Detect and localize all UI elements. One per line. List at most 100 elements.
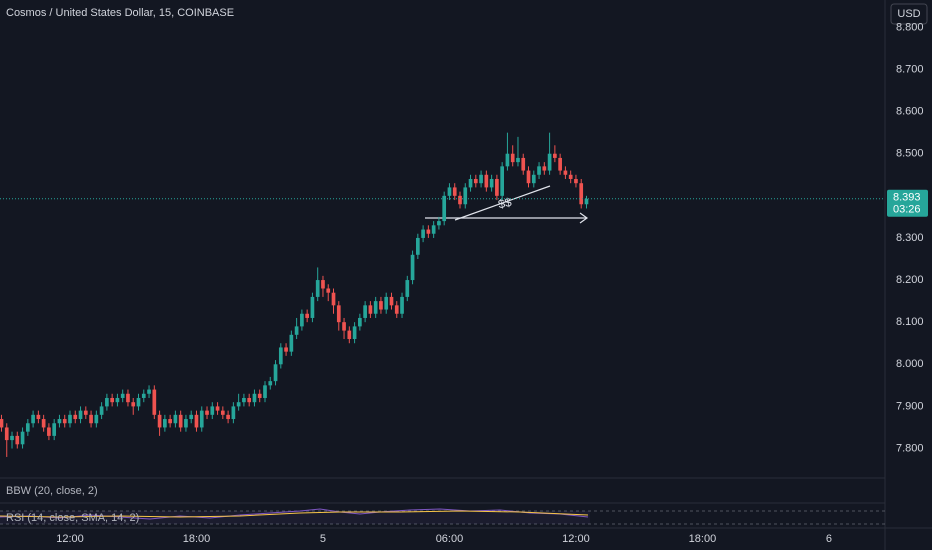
candle-body [226,414,230,420]
candle-body [168,419,172,424]
x-tick-label: 06:00 [436,533,464,545]
candle-body [394,305,399,314]
candle-body [468,178,473,188]
candle-body [437,221,441,226]
candle-body [495,178,499,196]
candle-body [473,178,478,184]
candle-body [73,414,78,420]
currency-button[interactable] [890,3,928,25]
candle-body [199,410,204,428]
candle-body [126,393,130,403]
candle-body [305,313,310,318]
candle-body [431,225,436,234]
candle-body [68,414,72,424]
candle-body [489,178,494,188]
candle-body [131,402,136,407]
candle-body [247,397,252,403]
x-tick-label: 6 [826,533,832,545]
candle-body [263,385,267,398]
x-tick-label: 18:00 [183,533,211,545]
candle-body [537,166,541,175]
candle-body [157,414,162,428]
candle-body [510,153,515,163]
candle-body [163,419,167,428]
candle-body [62,419,67,424]
candle-body [284,347,288,352]
y-tick-label: 7.900 [896,400,924,412]
y-tick-label: 8.600 [896,106,924,118]
candle-body [231,406,236,420]
candle-body [336,305,341,323]
y-tick-label: 8.500 [896,148,924,160]
candle-body [110,397,114,403]
candle-body [52,423,57,436]
candle-body [0,419,4,428]
candle-body [152,389,157,415]
price-label: 8.393 [893,192,921,204]
candle-body [20,431,25,445]
candle-body [531,174,536,184]
candle-body [379,301,383,310]
candle-body [526,170,531,184]
rsi-fill [0,511,590,524]
candle-body [373,301,378,314]
candle-body [342,322,346,331]
candle-body [500,166,505,196]
candle-body [273,364,278,382]
candle-body [294,326,299,335]
candle-body [568,174,573,179]
candle-body [41,419,46,428]
candle-body [331,292,336,306]
currency-button-label[interactable]: USD [897,8,920,20]
candle-body [405,280,410,297]
countdown-label: 03:26 [893,204,921,216]
candle-body [147,389,151,394]
candle-body [363,305,367,318]
candle-body [89,414,93,424]
y-tick-label: 8.300 [896,232,924,244]
candle-body [547,153,552,171]
arrow-head [579,212,589,224]
candle-body [326,288,331,293]
candle-body [189,414,194,420]
candle-body [410,254,415,281]
candle-body [426,229,431,234]
candle-body [36,414,41,420]
annotation: $$ [497,195,513,212]
candle-body [57,419,62,424]
candle-body [415,237,420,255]
candle-body [15,435,20,445]
candle-body [47,427,51,436]
indicator-label: RSI (14, close, SMA, 14, 2) [6,512,139,524]
candle-body [257,393,262,398]
candle-body [516,157,520,163]
y-tick-label: 8.800 [896,21,924,33]
candle-body [584,198,589,205]
x-tick-label: 5 [320,533,326,545]
candle-body [242,397,246,403]
candle-body [120,393,125,398]
candle-body [99,406,104,415]
chart-title: Cosmos / United States Dollar, 15, COINB… [6,7,234,19]
y-tick-label: 8.000 [896,358,924,370]
candle-body [542,166,547,171]
y-tick-label: 8.700 [896,63,924,75]
candle-body [4,427,9,441]
candle-body [574,178,578,184]
candle-body [368,305,373,314]
rsi-sma-line [0,510,589,518]
x-tick-label: 12:00 [562,533,590,545]
candle-body [458,195,462,205]
candle-body [83,410,88,415]
candle-body [579,183,584,205]
candle-body [310,296,315,318]
candle-body [521,157,526,171]
candle-body [25,423,30,432]
price-label-box [887,189,928,217]
candle-body [184,419,188,428]
x-tick-label: 12:00 [56,533,84,545]
candle-body [173,414,178,424]
